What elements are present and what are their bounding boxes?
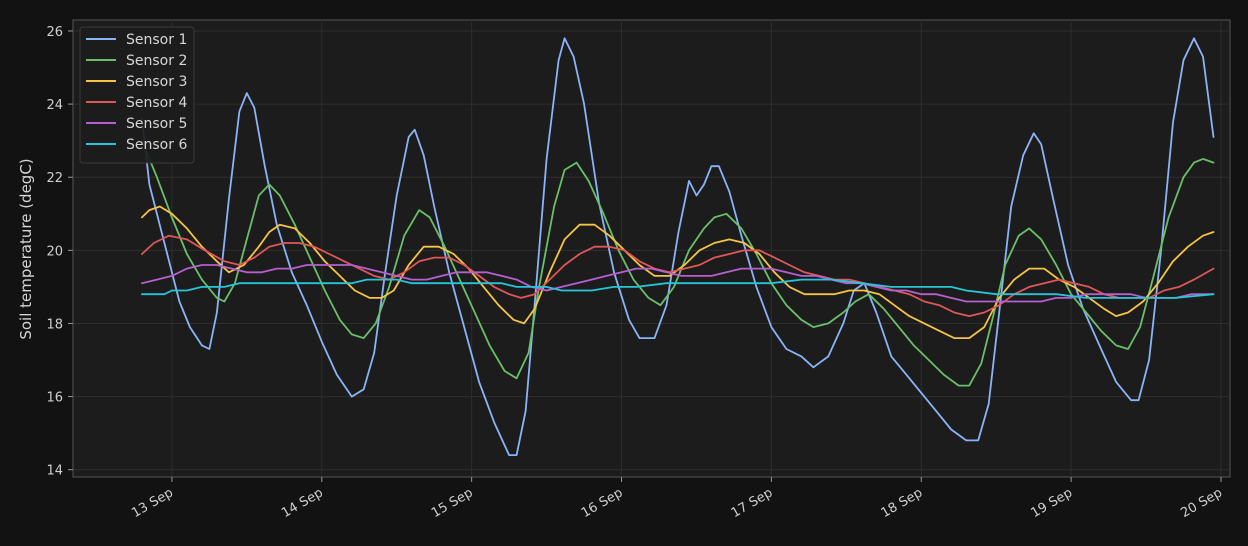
plot-area bbox=[72, 19, 1231, 478]
legend-label: Sensor 3 bbox=[126, 74, 187, 90]
y-tick-label: 20 bbox=[46, 244, 63, 259]
y-tick-label: 26 bbox=[46, 25, 63, 40]
y-tick-label: 14 bbox=[46, 464, 63, 479]
series-line-3 bbox=[141, 205, 1215, 339]
y-tick-label: 16 bbox=[46, 391, 63, 406]
y-tick-label: 22 bbox=[46, 171, 63, 186]
legend-label: Sensor 4 bbox=[126, 95, 187, 111]
legend-label: Sensor 6 bbox=[126, 137, 187, 153]
y-axis-label: Soil temperature (degC) bbox=[17, 158, 35, 339]
series-line-2 bbox=[141, 139, 1215, 387]
legend-label: Sensor 5 bbox=[126, 116, 187, 132]
series-line-4 bbox=[141, 234, 1215, 317]
series-line-1 bbox=[141, 37, 1215, 456]
y-axis: 14 16 18 20 22 24 26 bbox=[46, 25, 73, 479]
legend-label: Sensor 1 bbox=[126, 32, 187, 48]
series-line-6 bbox=[141, 278, 1215, 299]
y-tick-label: 24 bbox=[46, 98, 63, 113]
data-series bbox=[141, 37, 1215, 456]
y-tick-label: 18 bbox=[46, 317, 63, 332]
series-line-5 bbox=[141, 264, 1215, 303]
legend-label: Sensor 2 bbox=[126, 53, 187, 69]
legend: Sensor 1 Sensor 2 Sensor 3 Sensor 4 Sensor 5… bbox=[79, 26, 195, 164]
